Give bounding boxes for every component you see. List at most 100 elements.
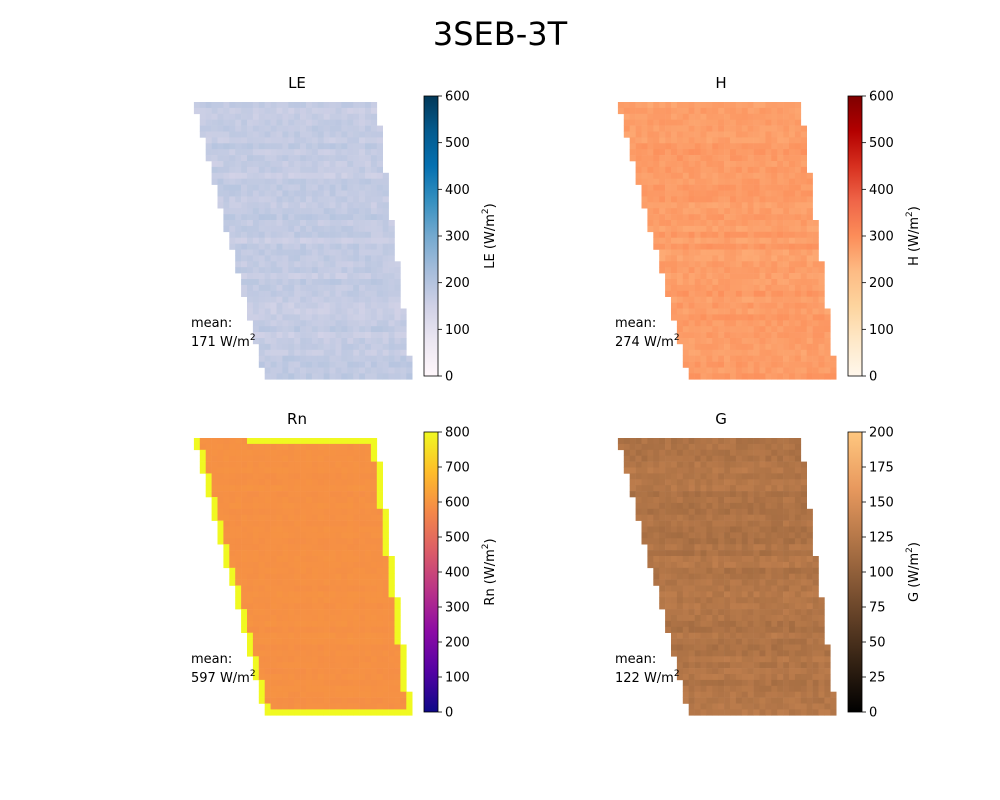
heatmap-cell: [706, 479, 713, 486]
heatmap-cell: [706, 320, 713, 327]
heatmap-cell: [329, 579, 336, 586]
heatmap-cell: [376, 279, 383, 286]
heatmap-cell: [794, 202, 802, 209]
heatmap-cell: [783, 196, 790, 203]
heatmap-cell: [376, 497, 383, 504]
heatmap-cell: [730, 491, 737, 498]
heatmap-cell: [323, 644, 330, 651]
heatmap-cell: [759, 161, 766, 168]
heatmap-cell: [700, 267, 707, 274]
heatmap-cell: [211, 119, 218, 126]
heatmap-cell: [359, 520, 366, 527]
heatmap-cell: [270, 691, 277, 698]
heatmap-cell: [365, 520, 372, 527]
heatmap-cell: [688, 267, 695, 274]
heatmap-cell: [294, 214, 301, 221]
heatmap-cell: [258, 155, 265, 162]
heatmap-cell: [329, 591, 336, 598]
heatmap-cell: [718, 479, 725, 486]
heatmap-cell: [753, 231, 760, 238]
heatmap-cell: [347, 585, 354, 592]
heatmap-cell: [730, 284, 737, 292]
heatmap-cell: [229, 538, 236, 545]
heatmap-cell: [317, 626, 324, 633]
heatmap-cell: [794, 249, 802, 256]
heatmap-cell: [700, 326, 707, 333]
heatmap-cell: [252, 491, 260, 498]
heatmap-cell: [735, 137, 743, 144]
heatmap-cell: [311, 255, 319, 262]
heatmap-cell: [264, 585, 271, 592]
heatmap-cell: [317, 449, 324, 456]
heatmap-cell: [382, 526, 389, 533]
heatmap-cell: [353, 166, 360, 174]
heatmap-cell: [794, 225, 802, 233]
heatmap-cell: [282, 172, 289, 179]
heatmap-cell: [241, 567, 248, 574]
heatmap-cell: [706, 597, 713, 604]
heatmap-cell: [759, 591, 766, 598]
heatmap-cell: [700, 296, 707, 303]
heatmap-cell: [676, 225, 684, 233]
heatmap-cell: [794, 131, 802, 138]
heatmap-cell: [376, 202, 383, 209]
heatmap-cell: [376, 638, 383, 645]
heatmap-cell: [235, 449, 242, 456]
heatmap-cell: [735, 520, 743, 527]
heatmap-cell: [694, 231, 701, 238]
heatmap-cell: [329, 267, 336, 274]
heatmap-cell: [288, 166, 295, 174]
heatmap-cell: [647, 155, 654, 162]
heatmap-cell: [688, 526, 695, 533]
heatmap-cell: [370, 332, 378, 339]
heatmap-cell: [288, 119, 295, 126]
heatmap-cell: [241, 166, 248, 174]
heatmap-cell: [329, 290, 336, 297]
heatmap-cell: [223, 196, 230, 203]
heatmap-cell: [223, 119, 230, 126]
heatmap-cell: [706, 520, 713, 527]
heatmap-cell: [258, 220, 265, 227]
heatmap-cell: [359, 255, 366, 262]
heatmap-cell: [694, 125, 701, 132]
heatmap-cell: [235, 172, 242, 179]
heatmap-cell: [335, 237, 342, 244]
heatmap-cell: [294, 343, 301, 351]
heatmap-cell: [365, 190, 372, 197]
heatmap-cell: [270, 679, 277, 687]
heatmap-cell: [812, 267, 819, 274]
heatmap-cell: [765, 249, 772, 256]
heatmap-cell: [335, 172, 342, 179]
heatmap-cell: [365, 332, 372, 339]
heatmap-cell: [376, 656, 383, 663]
heatmap-cell: [276, 361, 283, 368]
heatmap-cell: [353, 290, 360, 297]
heatmap-cell: [300, 709, 307, 716]
heatmap-cell: [288, 107, 295, 115]
heatmap-cell: [712, 473, 719, 480]
heatmap-cell: [741, 237, 748, 244]
heatmap-cell: [335, 685, 342, 692]
heatmap-cell: [311, 273, 319, 280]
heatmap-cell: [794, 119, 802, 126]
heatmap-cell: [641, 125, 648, 132]
heatmap-cell: [388, 284, 395, 292]
heatmap-cell: [258, 591, 265, 598]
heatmap-cell: [311, 443, 319, 451]
heatmap-cell: [211, 113, 218, 120]
heatmap-cell: [359, 585, 366, 592]
heatmap-cell: [247, 573, 254, 580]
heatmap-cell: [217, 155, 224, 162]
heatmap-cell: [718, 449, 725, 456]
heatmap-cell: [735, 544, 743, 551]
heatmap-cell: [294, 113, 301, 120]
heatmap-cell: [712, 296, 719, 303]
heatmap-cell: [347, 567, 354, 574]
heatmap-cell: [365, 308, 372, 315]
heatmap-cell: [205, 125, 212, 132]
heatmap-cell: [671, 620, 678, 628]
heatmap-cell: [688, 461, 695, 468]
heatmap-cell: [735, 332, 743, 339]
heatmap-cell: [753, 308, 760, 315]
heatmap-cell: [676, 473, 684, 480]
